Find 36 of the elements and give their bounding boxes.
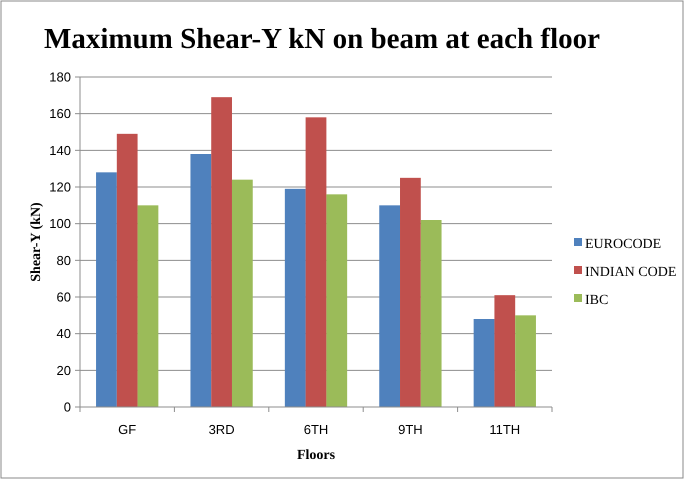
bar — [474, 319, 494, 407]
x-tick-label: GF — [118, 422, 136, 437]
bar — [232, 180, 253, 407]
y-tick-label: 160 — [49, 106, 71, 122]
x-tick-label: 11TH — [489, 422, 520, 437]
bar — [379, 205, 400, 407]
bar — [138, 205, 158, 407]
bar — [306, 117, 326, 407]
y-tick-label: 20 — [56, 362, 71, 378]
bar — [494, 295, 516, 407]
y-tick-label: 180 — [49, 70, 71, 85]
y-tick-label: 140 — [49, 142, 71, 158]
bar — [284, 188, 306, 407]
y-tick-label: 60 — [56, 290, 71, 305]
y-tick-label: 80 — [56, 252, 71, 268]
bar — [116, 134, 138, 407]
bar — [190, 154, 212, 407]
y-tick-label: 40 — [56, 326, 71, 342]
legend-label: IBC — [585, 292, 608, 308]
bar — [400, 178, 421, 407]
bar — [211, 97, 232, 407]
x-tick-label: 9TH — [398, 422, 423, 437]
bar — [326, 194, 348, 407]
bar — [420, 220, 442, 407]
chart-title: Maximum Shear-Y kN on beam at each floor — [44, 23, 600, 55]
y-tick-label: 120 — [49, 180, 71, 195]
legend-label: INDIAN CODE — [585, 264, 676, 280]
x-tick-label: 3RD — [208, 422, 235, 437]
bar — [515, 315, 536, 407]
x-axis-title: Floors — [296, 448, 336, 463]
legend-label: EUROCODE — [585, 236, 662, 252]
y-tick-label: 0 — [64, 400, 71, 415]
y-tick-label: 100 — [49, 216, 71, 232]
x-tick-label: 6TH — [304, 422, 328, 437]
y-axis-title: Shear-Y (kN) — [29, 202, 44, 282]
bar — [96, 172, 117, 407]
